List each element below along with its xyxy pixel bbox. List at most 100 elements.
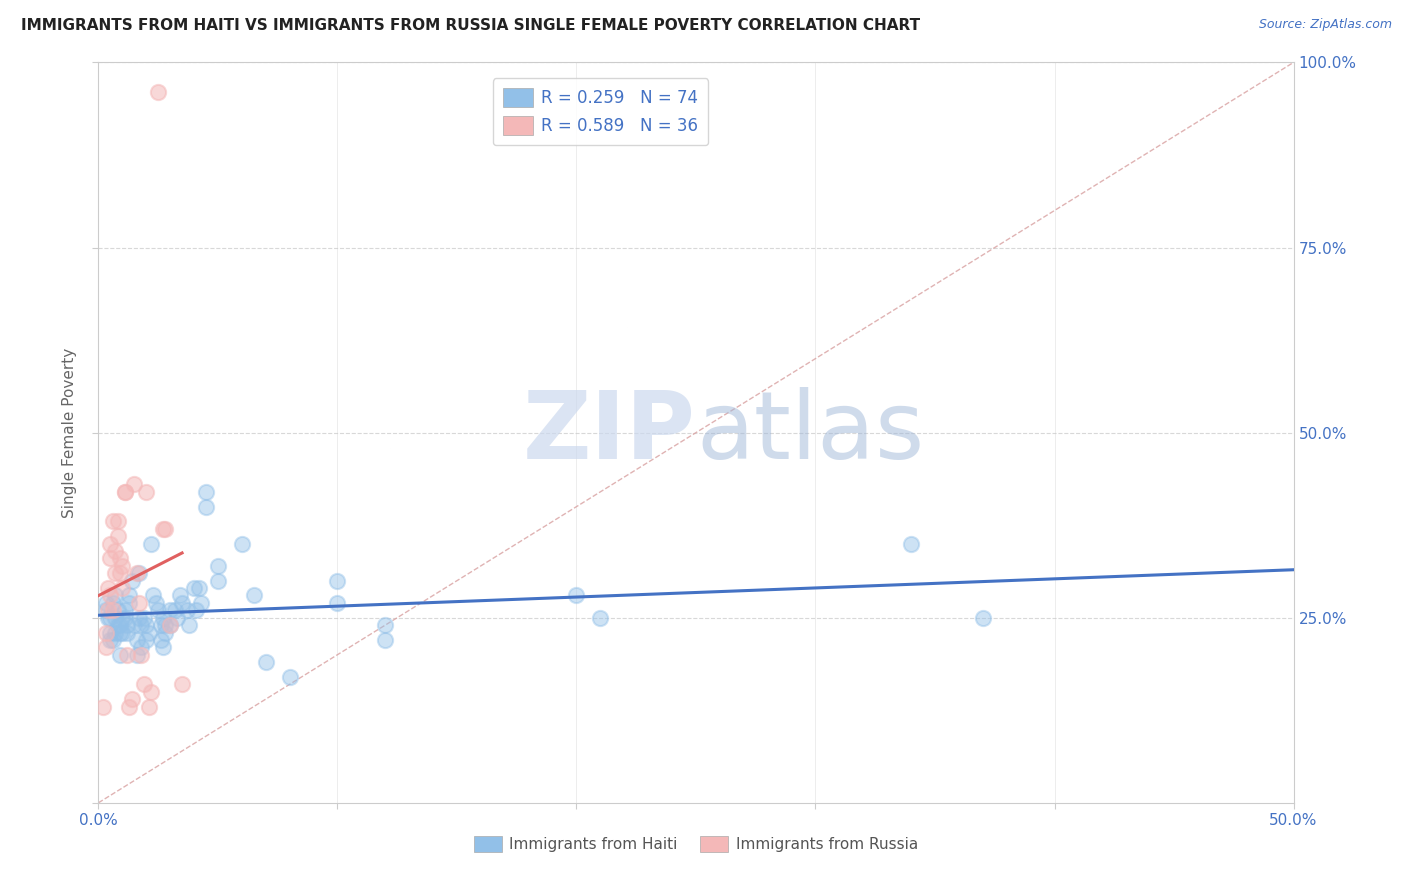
Point [190, 596, 212, 610]
Point [972, 610, 994, 624]
Point [118, 699, 141, 714]
Text: ZIP: ZIP [523, 386, 696, 479]
Point [124, 618, 146, 632]
Point [183, 581, 205, 595]
Point [114, 610, 136, 624]
Point [326, 574, 349, 588]
Point [97, 581, 120, 595]
Point [98, 536, 122, 550]
Point [124, 477, 146, 491]
Point [149, 632, 172, 647]
Point [107, 618, 129, 632]
Point [155, 625, 177, 640]
Point [91, 699, 114, 714]
Point [195, 484, 218, 499]
Point [159, 603, 181, 617]
Point [195, 500, 218, 514]
Text: Source: ZipAtlas.com: Source: ZipAtlas.com [1258, 18, 1392, 31]
Point [139, 685, 162, 699]
Point [101, 632, 124, 647]
Point [900, 536, 922, 550]
Point [94, 603, 117, 617]
Point [149, 618, 172, 632]
Point [125, 566, 148, 581]
Point [131, 618, 153, 632]
Point [152, 640, 174, 655]
Point [104, 544, 127, 558]
Point [176, 603, 198, 617]
Point [152, 522, 174, 536]
Point [97, 610, 120, 624]
Point [374, 618, 396, 632]
Point [111, 625, 134, 640]
Text: IMMIGRANTS FROM HAITI VS IMMIGRANTS FROM RUSSIA SINGLE FEMALE POVERTY CORRELATIO: IMMIGRANTS FROM HAITI VS IMMIGRANTS FROM… [21, 18, 920, 33]
Point [98, 551, 122, 566]
Point [108, 551, 131, 566]
Point [135, 484, 157, 499]
Point [152, 610, 174, 624]
Point [104, 610, 127, 624]
Point [254, 655, 277, 669]
Point [108, 618, 131, 632]
Point [148, 603, 170, 617]
Point [118, 589, 141, 603]
Point [115, 648, 138, 662]
Point [114, 484, 136, 499]
Point [114, 603, 136, 617]
Point [128, 610, 150, 624]
Point [101, 603, 124, 617]
Point [98, 610, 122, 624]
Point [107, 529, 129, 543]
Point [115, 625, 138, 640]
Point [589, 610, 612, 624]
Point [142, 589, 165, 603]
Point [159, 618, 181, 632]
Point [108, 648, 131, 662]
Point [101, 515, 124, 529]
Point [98, 625, 122, 640]
Point [94, 625, 117, 640]
Point [145, 596, 167, 610]
Point [135, 632, 157, 647]
Point [98, 632, 122, 647]
Point [132, 610, 155, 624]
Legend: Immigrants from Haiti, Immigrants from Russia: Immigrants from Haiti, Immigrants from R… [468, 830, 924, 858]
Point [172, 677, 194, 691]
Point [132, 677, 155, 691]
Point [98, 589, 122, 603]
Point [179, 618, 201, 632]
Point [97, 603, 120, 617]
Point [107, 515, 129, 529]
Point [139, 536, 162, 550]
Point [107, 603, 129, 617]
Point [125, 632, 148, 647]
Point [163, 603, 186, 617]
Point [125, 648, 148, 662]
Point [138, 625, 160, 640]
Point [172, 596, 194, 610]
Point [131, 640, 153, 655]
Point [148, 85, 170, 99]
Point [104, 566, 127, 581]
Point [121, 574, 143, 588]
Point [374, 632, 396, 647]
Point [155, 522, 177, 536]
Point [207, 558, 229, 573]
Point [114, 484, 136, 499]
Point [131, 648, 153, 662]
Point [94, 640, 117, 655]
Point [108, 625, 131, 640]
Point [111, 581, 134, 595]
Point [565, 589, 588, 603]
Point [278, 670, 301, 684]
Point [115, 618, 138, 632]
Point [111, 558, 134, 573]
Point [121, 692, 143, 706]
Point [118, 596, 141, 610]
Point [111, 610, 134, 624]
Point [166, 610, 188, 624]
Point [128, 566, 150, 581]
Point [169, 589, 191, 603]
Point [94, 596, 117, 610]
Point [243, 589, 266, 603]
